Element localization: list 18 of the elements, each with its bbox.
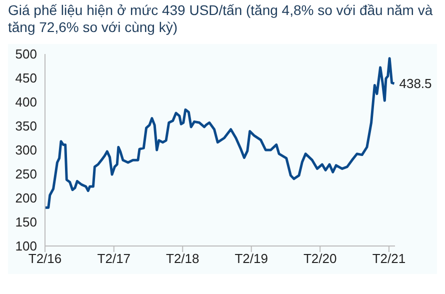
y-tick-label: 100 (15, 238, 37, 254)
y-tick-label: 150 (15, 214, 37, 230)
annotation: 438.5 (399, 76, 432, 92)
chart-title: Giá phế liệu hiện ở mức 439 USD/tấn (tăng 4,8% so với đầu năm và tăng 72,6% so với cùng kỳ) (8, 2, 434, 37)
y-tick-label: 350 (15, 118, 37, 134)
y-tick-label: 500 (15, 46, 37, 62)
x-tick-label: T2/20 (303, 251, 337, 266)
y-tick-label: 300 (15, 142, 37, 158)
x-tick-label: T2/18 (166, 251, 200, 266)
x-tick-label: T2/17 (97, 251, 131, 266)
y-tick-label: 200 (15, 190, 37, 206)
x-tick-label: T2/21 (372, 251, 406, 266)
line-series (45, 57, 395, 209)
x-tick-label: T2/16 (28, 251, 62, 266)
y-tick-label: 400 (15, 94, 37, 110)
y-tick-label: 250 (15, 166, 37, 182)
y-tick-label: 450 (15, 70, 37, 86)
x-tick-label: T2/19 (234, 251, 268, 266)
